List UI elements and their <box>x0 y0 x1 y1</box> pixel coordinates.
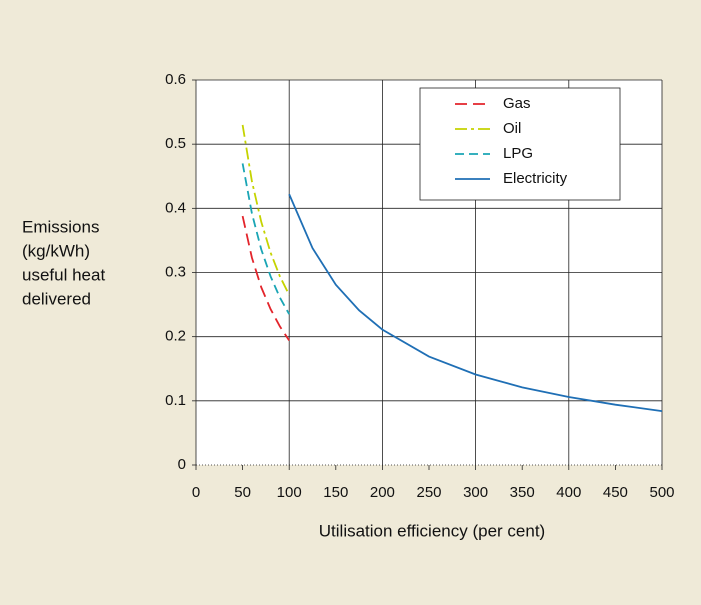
x-tick-label: 300 <box>463 484 488 501</box>
legend-label: LPG <box>503 145 533 162</box>
y-tick-label: 0 <box>178 456 186 473</box>
line-series <box>241 124 291 296</box>
x-tick-label: 350 <box>510 484 535 501</box>
x-tick-label: 100 <box>277 484 302 501</box>
line-series <box>241 163 290 315</box>
y-tick-label: 0.2 <box>165 328 186 345</box>
y-tick-label: 0.6 <box>165 71 186 88</box>
legend-label: Gas <box>503 95 531 112</box>
y-tick-label: 0.3 <box>165 263 186 280</box>
x-axis-label: Utilisation efficiency (per cent) <box>319 521 545 540</box>
x-tick-label: 200 <box>370 484 395 501</box>
x-tick-label: 50 <box>234 484 251 501</box>
legend-box <box>419 87 621 201</box>
y-axis-label: delivered <box>22 289 91 308</box>
x-tick-label: 0 <box>192 484 200 501</box>
y-tick-label: 0.4 <box>165 199 186 216</box>
x-tick-label: 250 <box>416 484 441 501</box>
legend-label: Oil <box>503 120 521 137</box>
y-axis-label: useful heat <box>22 265 105 284</box>
y-axis-label: (kg/kWh) <box>22 241 90 260</box>
x-tick-label: 150 <box>323 484 348 501</box>
legend-label: Electricity <box>503 170 568 187</box>
y-tick-label: 0.1 <box>165 392 186 409</box>
x-tick-label: 450 <box>603 484 628 501</box>
line-series <box>241 215 290 342</box>
x-tick-label: 500 <box>649 484 674 501</box>
y-tick-label: 0.5 <box>165 135 186 152</box>
line-series <box>288 193 663 412</box>
x-tick-label: 400 <box>556 484 581 501</box>
y-axis-label: Emissions <box>22 217 99 236</box>
